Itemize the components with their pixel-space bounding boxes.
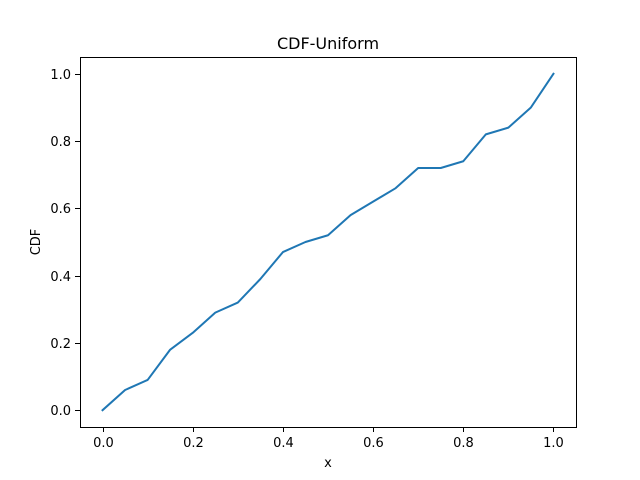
y-axis-ticks: 0.0 0.2 0.4 0.6 0.8 1.0 <box>50 68 80 419</box>
y-tick-label: 0.4 <box>50 270 71 285</box>
x-tick-label: 0.2 <box>183 436 204 451</box>
y-tick-label: 1.0 <box>50 68 71 83</box>
series-line <box>101 72 555 412</box>
x-tick-label: 0.4 <box>273 436 294 451</box>
y-axis-label: CDF <box>29 229 44 256</box>
y-tick-label: 0.2 <box>50 337 71 352</box>
x-tick-label: 0.6 <box>363 436 384 451</box>
y-tick-label: 0.8 <box>50 135 71 150</box>
x-axis-ticks: 0.0 0.2 0.4 0.6 0.8 1.0 <box>93 427 564 451</box>
x-axis-label: x <box>324 456 332 471</box>
plot-frame <box>80 57 577 428</box>
chart-title: CDF-Uniform <box>277 34 379 53</box>
x-tick-label: 1.0 <box>543 436 564 451</box>
y-tick-label: 0.0 <box>50 404 71 419</box>
x-tick-label: 0.0 <box>93 436 114 451</box>
x-tick-label: 0.8 <box>453 436 474 451</box>
y-tick-label: 0.6 <box>50 202 71 217</box>
